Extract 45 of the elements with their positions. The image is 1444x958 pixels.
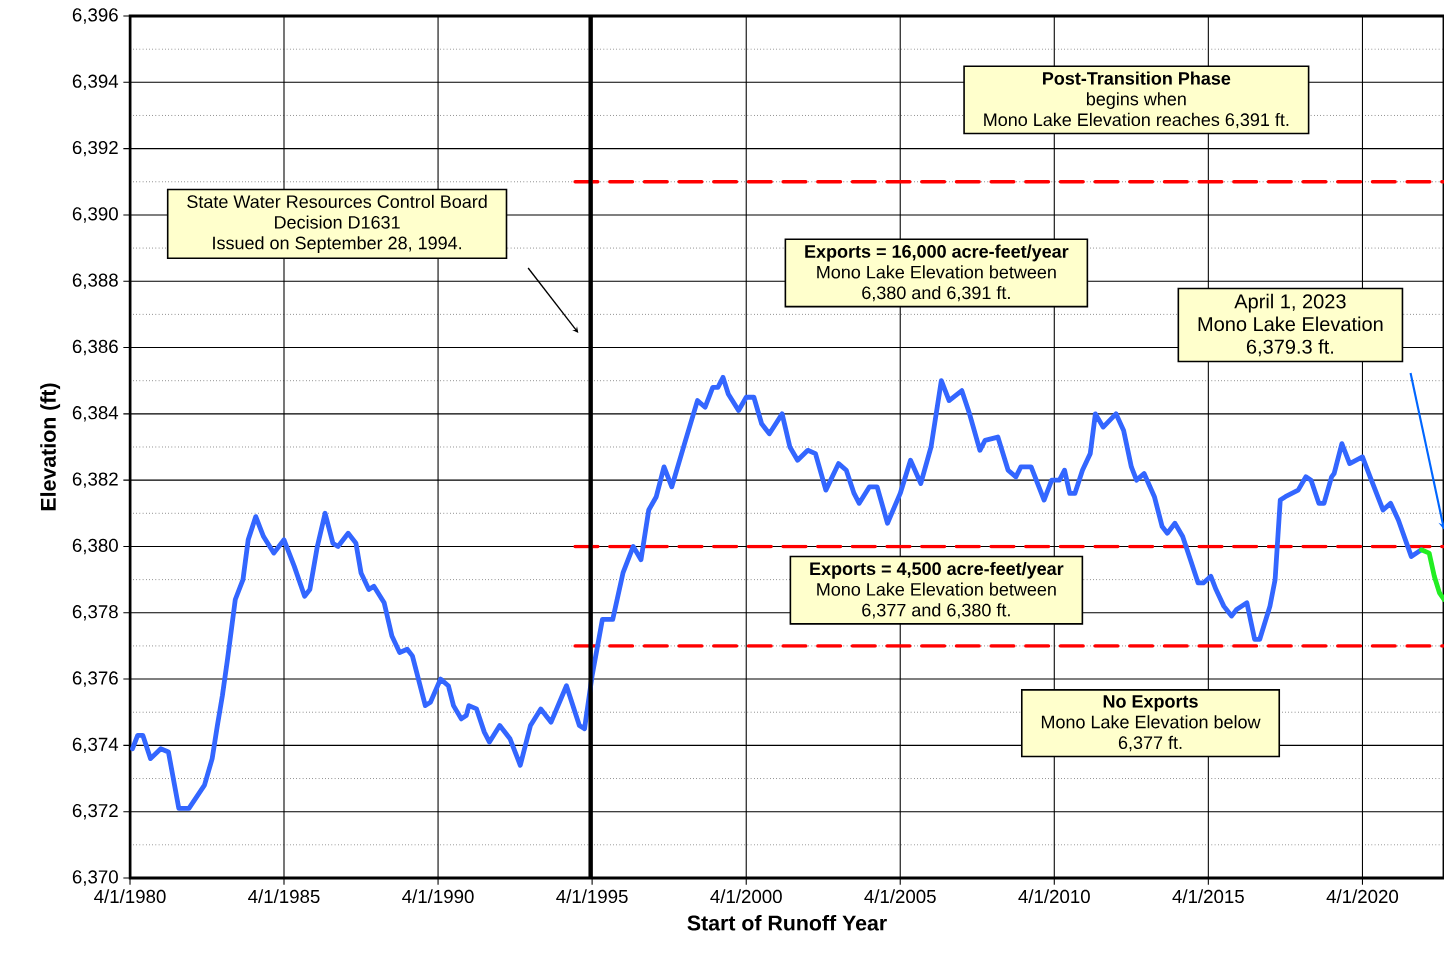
x-tick-label: 4/1/2005 [864, 889, 936, 904]
y-tick-label: 6,392 [72, 140, 118, 157]
annotation: Mono Lake Elevation below [1041, 715, 1261, 729]
y-tick-label: 6,378 [72, 605, 118, 621]
x-tick-label: 4/1/2000 [710, 889, 782, 904]
annotation: Issued on September 28, 1994. [213, 236, 462, 253]
annotation: 6,377 and 6,380 ft. [862, 603, 1010, 619]
x-tick-label: 4/1/1995 [556, 889, 628, 904]
annotation: No Exports [1103, 695, 1198, 712]
y-tick-label: 6,376 [72, 671, 118, 687]
x-tick-label: 4/1/1990 [402, 889, 474, 904]
annotation: Post-Transition Phase [1043, 71, 1231, 85]
x-axis-title: Start of Runoff Year [687, 914, 887, 931]
annotation: Exports = 16,000 acre-feet/year [805, 244, 1069, 262]
x-tick-label: 4/1/1985 [248, 889, 320, 904]
annotation: Mono Lake Elevation [1198, 316, 1383, 332]
y-tick-label: 6,384 [72, 406, 119, 422]
x-tick-label: 4/1/1980 [94, 889, 166, 904]
y-tick-label: 6,382 [72, 472, 118, 488]
annotation: April 1, 2023 [1234, 293, 1346, 313]
y-tick-label: 6,396 [72, 8, 118, 24]
annotation: Decision D1631 [275, 215, 400, 229]
line-series [1418, 547, 1444, 602]
annotation: 6,380 and 6,391 ft. [862, 285, 1010, 302]
y-tick-label: 6,380 [72, 538, 118, 555]
y-tick-label: 6,370 [72, 870, 118, 886]
y-tick-label: 6,372 [72, 803, 118, 820]
line-series [130, 374, 1424, 811]
annotation: Mono Lake Elevation between [817, 582, 1056, 596]
annotation: begins when [1086, 92, 1186, 109]
y-tick-label: 6,394 [72, 74, 119, 91]
y-tick-label: 6,386 [72, 339, 118, 356]
annotation: 6,377 ft. [1118, 735, 1182, 752]
y-tick-label: 6,388 [72, 273, 118, 289]
y-tick-label: 6,374 [72, 737, 119, 754]
annotation: Mono Lake Elevation reaches 6,391 ft. [984, 112, 1289, 129]
annotation: State Water Resources Control Board [187, 194, 487, 209]
annotation: Exports = 4,500 acre-feet/year [810, 561, 1064, 579]
x-tick-label: 4/1/2020 [1326, 889, 1399, 904]
x-tick-label: 4/1/2015 [1172, 889, 1244, 904]
y-tick-label: 6,390 [72, 207, 118, 223]
annotation: 6,379.3 ft. [1246, 339, 1334, 357]
x-tick-label: 4/1/2010 [1018, 889, 1090, 904]
annotation: Mono Lake Elevation between [817, 265, 1056, 279]
y-axis-title: Elevation (ft) [40, 383, 61, 511]
